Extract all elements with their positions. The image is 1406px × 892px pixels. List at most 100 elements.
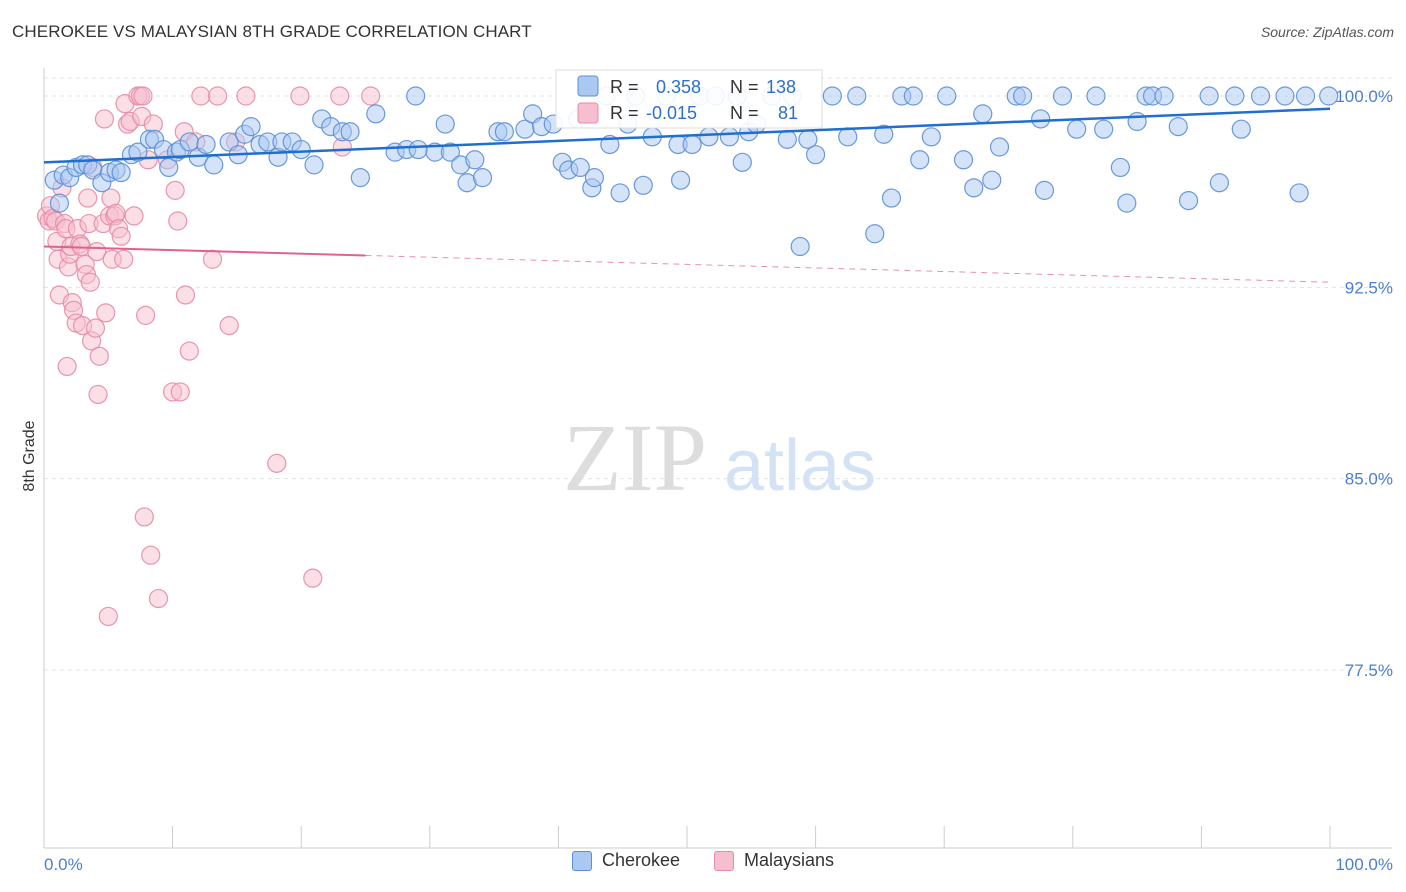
cherokee-point <box>465 150 485 170</box>
cherokee-point <box>1013 86 1033 106</box>
cherokee-point <box>366 104 386 124</box>
cherokee-point <box>1067 119 1087 139</box>
malaysian-point <box>135 305 156 325</box>
cherokee-point <box>964 178 984 198</box>
stats-n-label-cherokee: N = <box>730 77 759 97</box>
trend-lines <box>43 107 1331 283</box>
cherokee-point <box>1110 157 1130 178</box>
cherokee-point <box>670 170 691 190</box>
malaysian-point <box>96 303 116 323</box>
cherokee-point <box>1031 109 1051 129</box>
watermark-atlas: atlas <box>724 426 876 506</box>
watermark-zip: ZIP <box>563 404 707 511</box>
x-tick-label-min: 0.0% <box>44 855 83 874</box>
cherokee-point <box>1209 173 1230 193</box>
x-tick-label-max: 100.0% <box>1335 855 1393 874</box>
cherokee-point <box>903 86 923 106</box>
cherokee-point <box>1275 86 1295 106</box>
malaysian-point <box>170 382 190 402</box>
malaysian-point <box>330 86 350 106</box>
malaysian-point <box>361 86 381 106</box>
cherokee-point <box>570 157 590 178</box>
malaysian-point <box>133 86 153 106</box>
cherokee-point <box>241 117 261 137</box>
cherokee-point <box>350 168 370 188</box>
cherokee-point <box>910 150 930 170</box>
malaysian-point <box>148 588 169 609</box>
watermark: ZIP atlas <box>563 404 876 511</box>
malaysian-point <box>179 341 199 361</box>
malaysian-point <box>57 356 77 377</box>
malaysian-point <box>98 606 118 627</box>
cherokee-point <box>1250 86 1271 106</box>
malaysian-trend-line-dashed <box>365 254 1331 283</box>
y-tick-label: 100.0% <box>1335 87 1393 106</box>
cherokee-point <box>921 127 941 147</box>
chart-legend: Cherokee Malaysians <box>0 850 1406 871</box>
legend-item-malaysians[interactable]: Malaysians <box>714 850 834 871</box>
cherokee-point <box>682 134 702 155</box>
y-axis-label: 8th Grade <box>21 420 38 491</box>
x-tick-marks <box>43 826 1331 848</box>
stats-swatch-cherokee <box>577 75 599 97</box>
cherokee-point <box>111 162 131 183</box>
malaysian-point <box>202 249 223 269</box>
cherokee-point <box>472 168 493 188</box>
cherokee-point <box>699 127 719 147</box>
malaysian-point <box>219 316 239 336</box>
malaysian-trend-line <box>43 245 366 257</box>
cherokee-point <box>49 193 70 213</box>
malaysian-point <box>191 86 211 106</box>
malaysian-point <box>290 86 310 106</box>
stats-n-value-cherokee: 138 <box>766 77 796 97</box>
malaysian-points <box>36 86 381 627</box>
y-tick-label: 77.5% <box>1345 661 1393 680</box>
cherokee-point <box>732 152 752 172</box>
stats-r-label-malaysian: R = <box>610 103 639 123</box>
malaysian-point <box>236 86 256 106</box>
stats-box: R = 0.358 N = 138 R = -0.015 N = 81 <box>555 69 823 129</box>
cherokee-point <box>440 142 460 162</box>
malaysian-point <box>134 507 154 527</box>
cherokee-point <box>881 188 902 208</box>
y-tick-label: 85.0% <box>1345 470 1393 489</box>
cherokee-point <box>291 139 311 160</box>
y-tick-labels: 77.5% 85.0% 92.5% 100.0% <box>1335 87 1393 680</box>
y-tick-label: 92.5% <box>1345 278 1393 297</box>
malaysian-point <box>168 211 188 231</box>
cherokee-point <box>1168 117 1188 137</box>
cherokee-point <box>633 175 653 195</box>
malaysian-point <box>124 206 144 226</box>
cherokee-point <box>865 224 885 244</box>
cherokee-point <box>1127 111 1147 132</box>
cherokee-point <box>1178 190 1199 211</box>
malaysian-point <box>141 545 161 565</box>
malaysian-point <box>89 346 109 366</box>
cherokee-trend-line <box>43 107 1331 164</box>
cherokee-point <box>1117 193 1137 213</box>
stats-swatch-malaysian <box>577 102 599 124</box>
cherokee-point <box>822 86 842 106</box>
malaysian-point <box>85 318 106 338</box>
cherokee-point <box>1086 86 1106 106</box>
cherokee-point <box>989 137 1010 157</box>
legend-label-cherokee: Cherokee <box>601 850 680 870</box>
cherokee-point <box>304 155 324 175</box>
cherokee-point <box>435 114 455 134</box>
cherokee-point <box>719 127 740 147</box>
cherokee-point <box>874 124 894 144</box>
legend-item-cherokee[interactable]: Cherokee <box>571 850 680 871</box>
malaysian-point <box>111 226 131 246</box>
cherokee-point <box>159 157 179 178</box>
cherokee-point <box>1295 86 1316 106</box>
malaysian-point <box>78 188 98 208</box>
legend-swatch-cherokee <box>571 850 592 871</box>
cherokee-point <box>494 122 514 142</box>
cherokee-point <box>1225 86 1245 106</box>
cherokee-point <box>1319 86 1339 106</box>
malaysian-point <box>175 285 196 305</box>
cherokee-point <box>982 170 1002 190</box>
cherokee-point <box>790 236 810 257</box>
malaysian-point <box>208 86 228 106</box>
cherokee-point <box>406 86 426 106</box>
